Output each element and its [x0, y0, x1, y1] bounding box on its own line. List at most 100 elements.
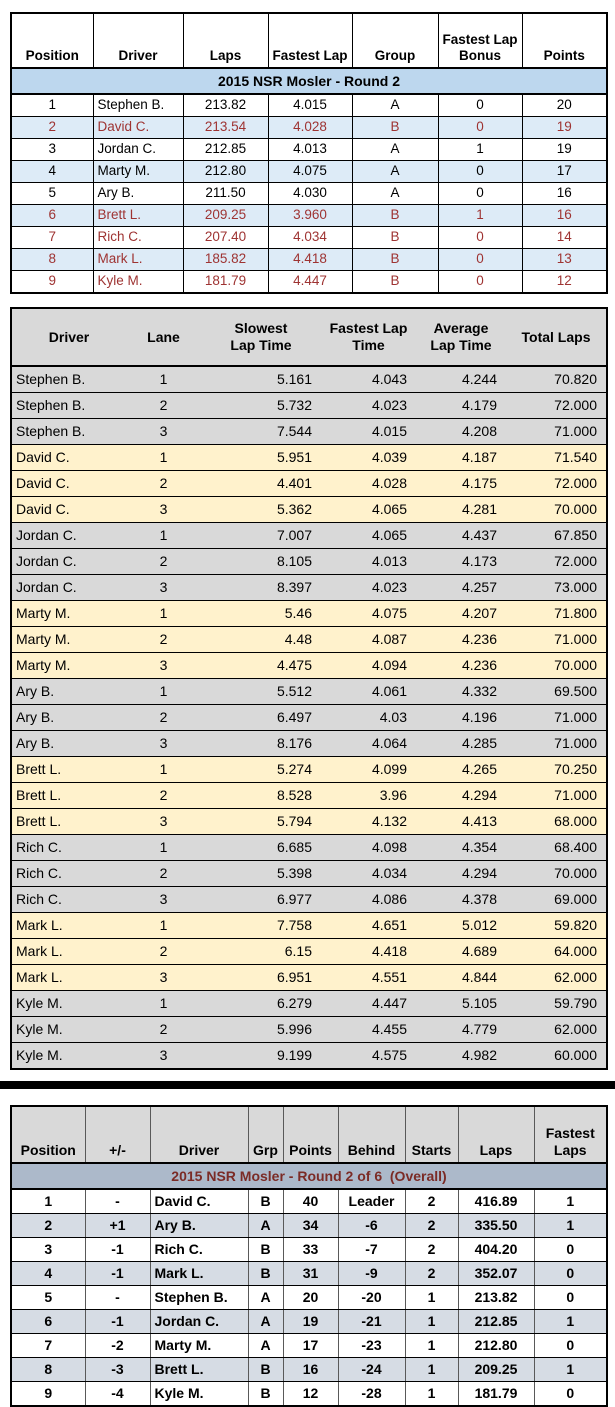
cell: 17: [282, 1333, 339, 1358]
cell: Mark L.: [11, 964, 126, 991]
cell: Mark L.: [92, 248, 184, 271]
cell: 4.281: [416, 496, 506, 523]
cell: 0: [437, 93, 523, 117]
column-header: Fastest Lap: [267, 12, 353, 69]
cell: 70.820: [506, 365, 607, 393]
cell: 3: [10, 138, 94, 161]
cell: 4.651: [321, 912, 416, 939]
cell: Kyle M.: [11, 990, 126, 1017]
table-row: Brett L. 1 5.274 4.099 4.265 70.250: [11, 756, 607, 783]
cell: 71.000: [506, 782, 607, 809]
cell: 3: [126, 808, 201, 835]
lane-stats-body: Stephen B. 1 5.161 4.043 4.244 70.820 Stephen …: [11, 365, 607, 1069]
cell: -28: [337, 1381, 406, 1407]
table-row: 9 -4 Kyle M. B 12 -28 1 181.79 0: [10, 1381, 608, 1407]
cell: Jordan C.: [11, 522, 126, 549]
cell: 5.362: [201, 496, 321, 523]
cell: Brett L.: [149, 1357, 249, 1382]
cell: 4: [10, 160, 94, 183]
cell: Rich C.: [11, 834, 126, 861]
cell: 8.105: [201, 548, 321, 575]
cell: 13: [521, 248, 608, 271]
cell: 8: [10, 1357, 86, 1382]
table-row: 3 -1 Rich C. B 33 -7 2 404.20 0: [10, 1237, 608, 1262]
table-row: 7 -2 Marty M. A 17 -23 1 212.80 0: [10, 1333, 608, 1358]
table-title-row: 2015 NSR Mosler - Round 2 of 6 (Overall): [10, 1162, 608, 1190]
column-header: Driver: [92, 12, 184, 69]
cell: 9.199: [201, 1042, 321, 1069]
cell: A: [351, 182, 439, 205]
cell: Brett L.: [92, 204, 184, 227]
table-row: 2 +1 Ary B. A 34 -6 2 335.50 1: [10, 1213, 608, 1238]
column-header: Points: [282, 1105, 339, 1164]
cell: -24: [337, 1357, 406, 1382]
cell: 70.000: [506, 860, 607, 887]
cell: Rich C.: [11, 886, 126, 913]
cell: 71.000: [506, 418, 607, 445]
cell: 3: [126, 1042, 201, 1069]
cell: 4.015: [267, 93, 353, 117]
cell: 0: [437, 248, 523, 271]
cell: 1: [533, 1188, 608, 1214]
cell: 2: [404, 1188, 459, 1214]
cell: 4.447: [321, 990, 416, 1017]
cell: 4.034: [321, 860, 416, 887]
table-row: Jordan C. 2 8.105 4.013 4.173 72.000: [11, 548, 607, 575]
cell: 1: [126, 912, 201, 939]
cell: 5: [10, 182, 94, 205]
cell: 4.236: [416, 652, 506, 679]
cell: 4.098: [321, 834, 416, 861]
column-header: Fastest Laps: [533, 1105, 608, 1164]
cell: 4.413: [416, 808, 506, 835]
cell: 62.000: [506, 964, 607, 991]
cell: Kyle M.: [11, 1016, 126, 1043]
cell: 1: [126, 834, 201, 861]
cell: -9: [337, 1261, 406, 1286]
column-header: +/-: [84, 1105, 151, 1164]
cell: 69.500: [506, 678, 607, 705]
cell: 4.173: [416, 548, 506, 575]
table-row: Ary B. 2 6.497 4.03 4.196 71.000: [11, 704, 607, 731]
cell: Stephen B.: [92, 93, 184, 117]
cell: 73.000: [506, 574, 607, 601]
table-row: Ary B. 3 8.176 4.064 4.285 71.000: [11, 730, 607, 757]
cell: 69.000: [506, 886, 607, 913]
cell: 72.000: [506, 470, 607, 497]
cell: 3: [126, 964, 201, 991]
cell: 59.820: [506, 912, 607, 939]
cell: 71.000: [506, 704, 607, 731]
table-row: Mark L. 3 6.951 4.551 4.844 62.000: [11, 964, 607, 991]
column-header: Grp: [247, 1105, 284, 1164]
cell: 6.15: [201, 938, 321, 965]
cell: 71.000: [506, 626, 607, 653]
column-header: Driver: [11, 308, 126, 367]
cell: -23: [337, 1333, 406, 1358]
cell: 9: [10, 1381, 86, 1407]
cell: B: [351, 248, 439, 271]
cell: 16: [521, 204, 608, 227]
cell: 0: [533, 1333, 608, 1358]
table-title-row: 2015 NSR Mosler - Round 2: [10, 67, 608, 95]
cell: 3: [126, 886, 201, 913]
cell: 4.196: [416, 704, 506, 731]
column-header: Slowest Lap Time: [201, 308, 321, 367]
round-results-header-row: Position Driver Laps Fastest Lap Group Fastes…: [10, 12, 608, 69]
cell: 64.000: [506, 938, 607, 965]
cell: Ary B.: [149, 1213, 249, 1238]
cell: 33: [282, 1237, 339, 1262]
cell: 4.028: [267, 116, 353, 139]
cell: 2: [126, 392, 201, 419]
cell: 6.279: [201, 990, 321, 1017]
cell: 6: [10, 204, 94, 227]
cell: 67.850: [506, 522, 607, 549]
cell: 70.000: [506, 496, 607, 523]
cell: Stephen B.: [11, 365, 126, 393]
cell: 1: [126, 365, 201, 393]
cell: 62.000: [506, 1016, 607, 1043]
cell: 7.007: [201, 522, 321, 549]
cell: 4.332: [416, 678, 506, 705]
cell: 1: [404, 1381, 459, 1407]
cell: 1: [10, 1188, 86, 1214]
cell: 213.54: [182, 116, 269, 139]
cell: B: [247, 1357, 284, 1382]
